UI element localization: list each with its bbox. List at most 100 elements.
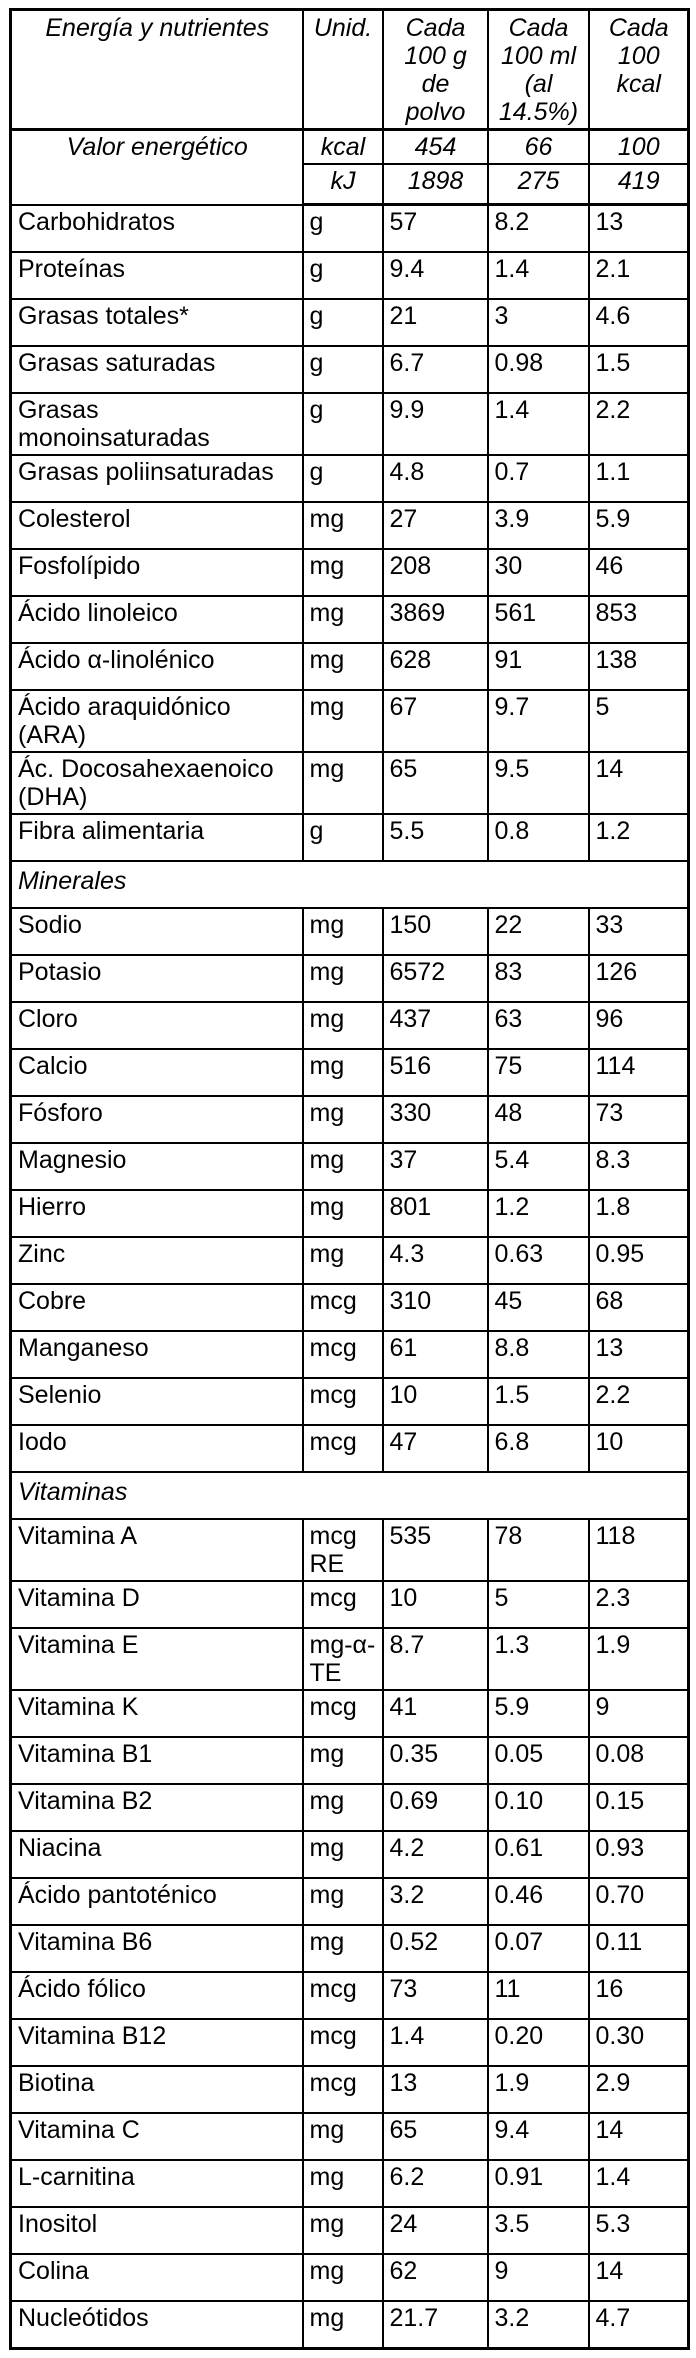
nutrient-row: Sodio mg 150 22 33 [9, 907, 690, 956]
nutrient-name-cell: Vitamina B12 [9, 2018, 304, 2067]
value-per-100g-cell: 62 [381, 2253, 489, 2302]
unit-cell: mcg [301, 1689, 384, 1738]
unit-cell: mg [301, 501, 384, 550]
value-per-100kcal-cell: 33 [587, 907, 690, 956]
value-per-100g-cell: 1898 [381, 163, 489, 206]
value-per-100kcal-cell: 2.2 [587, 1377, 690, 1426]
value-per-100g-cell: 5.5 [381, 813, 489, 862]
unit-cell: g [301, 813, 384, 862]
unit-cell: mg [301, 2206, 384, 2255]
value-per-100ml-cell: 5.9 [486, 1689, 590, 1738]
nutrient-name-cell: Ácido pantoténico [9, 1877, 304, 1926]
unit-cell: mg [301, 1924, 384, 1973]
value-per-100g-cell: 8.7 [381, 1627, 489, 1691]
value-per-100ml-cell: 66 [486, 128, 590, 165]
nutrient-name-cell: Grasas saturadas [9, 345, 304, 394]
unit-cell: mcg [301, 1330, 384, 1379]
value-per-100kcal-cell: 5.3 [587, 2206, 690, 2255]
value-per-100kcal-cell: 0.70 [587, 1877, 690, 1926]
nutrient-row: Ácido linoleico mg 3869 561 853 [9, 595, 690, 644]
value-per-100kcal-cell: 419 [587, 163, 690, 206]
value-per-100ml-cell: 83 [486, 954, 590, 1003]
unit-cell: mg [301, 1001, 384, 1050]
column-header-per-100g: Cada 100 g de polvo [381, 8, 489, 131]
value-per-100ml-cell: 3.5 [486, 2206, 590, 2255]
value-per-100kcal-cell: 14 [587, 2112, 690, 2161]
unit-cell: mcg [301, 2065, 384, 2114]
nutrient-name-cell: Ácido linoleico [9, 595, 304, 644]
nutrient-name-cell: Vitamina B1 [9, 1736, 304, 1785]
unit-cell: mg [301, 2112, 384, 2161]
unit-cell: g [301, 251, 384, 300]
value-per-100g-cell: 0.52 [381, 1924, 489, 1973]
nutrient-row: Potasio mg 6572 83 126 [9, 954, 690, 1003]
nutrient-row: Grasas totales* g 21 3 4.6 [9, 298, 690, 347]
nutrient-name-cell: Vitamina B2 [9, 1783, 304, 1832]
nutrient-name-cell: Sodio [9, 907, 304, 956]
value-per-100kcal-cell: 0.11 [587, 1924, 690, 1973]
value-per-100kcal-cell: 5.9 [587, 501, 690, 550]
value-per-100g-cell: 454 [381, 128, 489, 165]
value-per-100g-cell: 10 [381, 1377, 489, 1426]
value-per-100g-cell: 0.35 [381, 1736, 489, 1785]
column-header-per-100kcal: Cada 100 kcal [587, 8, 690, 131]
nutrient-row: Biotina mcg 13 1.9 2.9 [9, 2065, 690, 2114]
value-per-100ml-cell: 275 [486, 163, 590, 206]
value-per-100g-cell: 21 [381, 298, 489, 347]
unit-cell: g [301, 454, 384, 503]
value-per-100kcal-cell: 126 [587, 954, 690, 1003]
value-per-100ml-cell: 0.7 [486, 454, 590, 503]
unit-cell: mg [301, 751, 384, 815]
nutrient-row: Vitamina B12 mcg 1.4 0.20 0.30 [9, 2018, 690, 2067]
value-per-100ml-cell: 6.8 [486, 1424, 590, 1473]
unit-cell: mg [301, 1142, 384, 1191]
nutrition-table: Energía y nutrientes Unid. Cada 100 g de… [9, 8, 690, 2350]
nutrient-name-cell: Zinc [9, 1236, 304, 1285]
value-per-100g-cell: 57 [381, 203, 489, 253]
value-per-100ml-cell: 561 [486, 595, 590, 644]
value-per-100kcal-cell: 2.3 [587, 1580, 690, 1629]
unit-cell: mcg [301, 1424, 384, 1473]
value-per-100ml-cell: 0.46 [486, 1877, 590, 1926]
unit-cell: g [301, 392, 384, 456]
unit-cell: mg [301, 907, 384, 956]
nutrient-row: Grasas poliinsaturadas g 4.8 0.7 1.1 [9, 454, 690, 503]
unit-cell: mg [301, 2253, 384, 2302]
nutrient-name-cell: Ácido α-linolénico [9, 642, 304, 691]
value-per-100g-cell: 41 [381, 1689, 489, 1738]
value-per-100g-cell: 4.3 [381, 1236, 489, 1285]
unit-cell: mg [301, 1783, 384, 1832]
unit-cell: mg [301, 1877, 384, 1926]
nutrient-name-cell: L-carnitina [9, 2159, 304, 2208]
value-per-100g-cell: 21.7 [381, 2300, 489, 2350]
value-per-100kcal-cell: 16 [587, 1971, 690, 2020]
value-per-100ml-cell: 63 [486, 1001, 590, 1050]
nutrient-name-cell: Selenio [9, 1377, 304, 1426]
energy-label-cell: Valor energético [9, 128, 304, 206]
value-per-100ml-cell: 22 [486, 907, 590, 956]
value-per-100g-cell: 6572 [381, 954, 489, 1003]
nutrient-row: Fibra alimentaria g 5.5 0.8 1.2 [9, 813, 690, 862]
section-label-cell: Vitaminas [9, 1471, 690, 1520]
unit-cell: mcg RE [301, 1518, 384, 1582]
value-per-100kcal-cell: 1.9 [587, 1627, 690, 1691]
value-per-100ml-cell: 48 [486, 1095, 590, 1144]
nutrient-row: L-carnitina mg 6.2 0.91 1.4 [9, 2159, 690, 2208]
unit-cell: mcg [301, 2018, 384, 2067]
value-per-100g-cell: 0.69 [381, 1783, 489, 1832]
value-per-100ml-cell: 1.4 [486, 392, 590, 456]
table-header: Energía y nutrientes Unid. Cada 100 g de… [9, 8, 690, 131]
value-per-100ml-cell: 1.4 [486, 251, 590, 300]
nutrient-name-cell: Biotina [9, 2065, 304, 2114]
column-header-unit: Unid. [301, 8, 384, 131]
nutrient-name-cell: Nucleótidos [9, 2300, 304, 2350]
value-per-100ml-cell: 0.91 [486, 2159, 590, 2208]
value-per-100kcal-cell: 1.5 [587, 345, 690, 394]
nutrient-row: Carbohidratos g 57 8.2 13 [9, 203, 690, 253]
value-per-100kcal-cell: 114 [587, 1048, 690, 1097]
nutrient-row: Proteínas g 9.4 1.4 2.1 [9, 251, 690, 300]
value-per-100g-cell: 310 [381, 1283, 489, 1332]
value-per-100ml-cell: 78 [486, 1518, 590, 1582]
value-per-100g-cell: 73 [381, 1971, 489, 2020]
